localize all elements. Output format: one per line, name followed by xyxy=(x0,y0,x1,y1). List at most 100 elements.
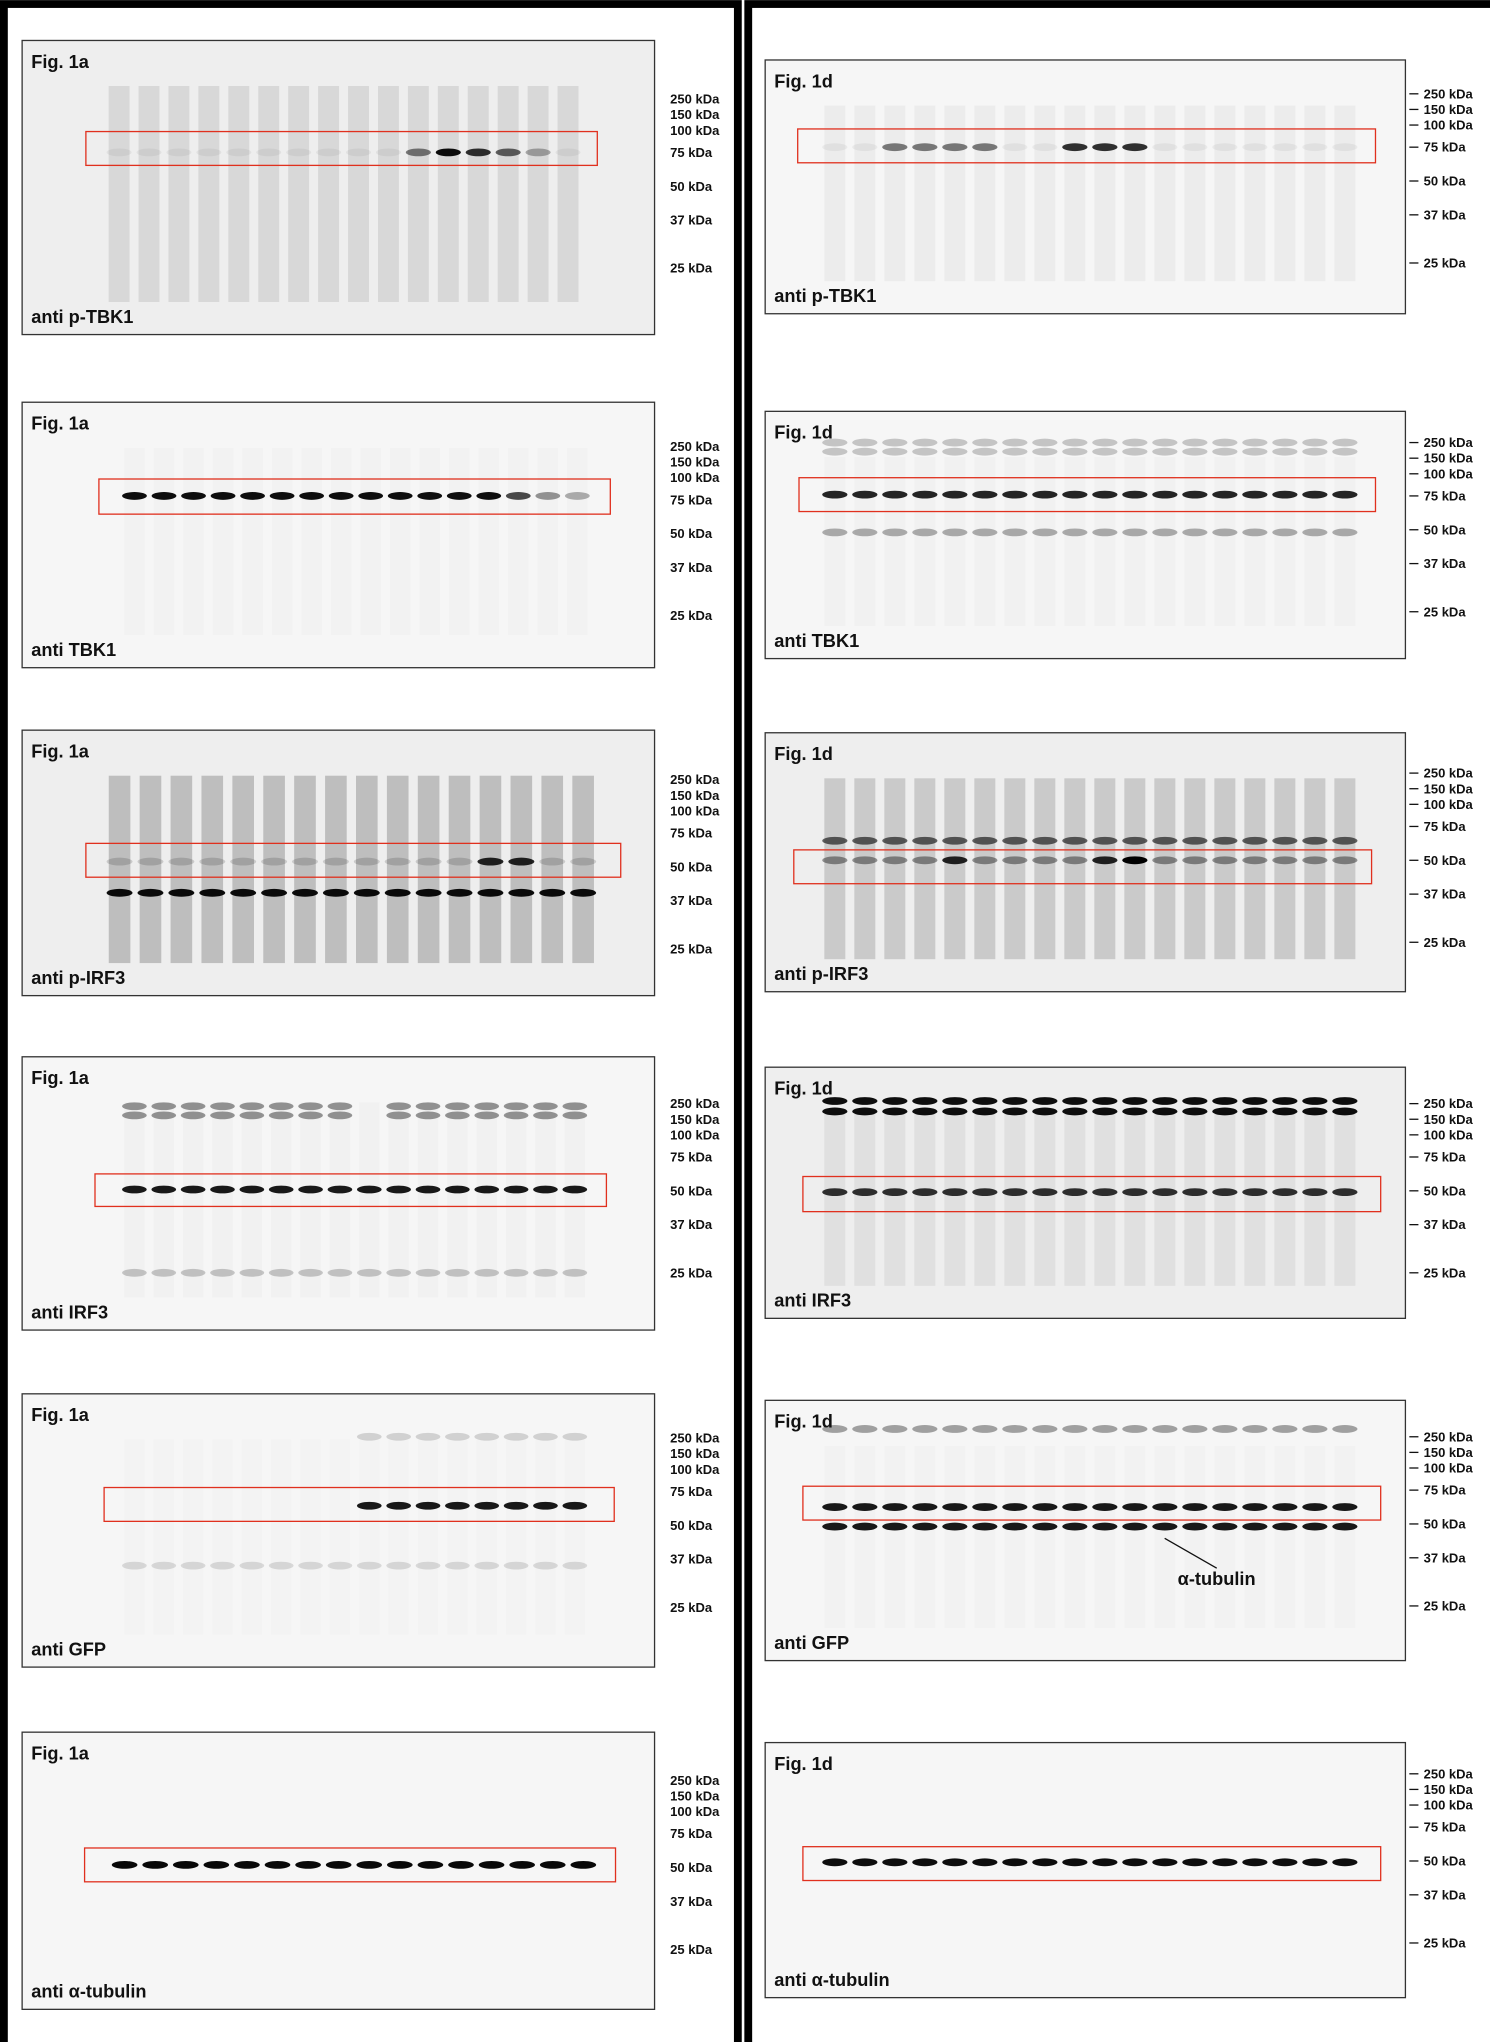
band xyxy=(1152,448,1177,456)
band xyxy=(416,1111,441,1119)
band xyxy=(562,1186,587,1194)
band xyxy=(416,858,442,866)
band xyxy=(1152,856,1177,864)
marker-label: 150 kDa xyxy=(670,1788,720,1803)
band xyxy=(226,148,251,156)
band xyxy=(181,1562,206,1570)
band xyxy=(1242,1188,1267,1196)
band xyxy=(882,1503,907,1511)
band xyxy=(1212,528,1237,536)
lane-smear xyxy=(1094,1113,1115,1286)
band xyxy=(416,1562,441,1570)
band xyxy=(972,439,997,447)
lane-smear xyxy=(1334,106,1355,282)
band xyxy=(882,439,907,447)
lane-smear xyxy=(1034,1446,1055,1628)
lane-smear xyxy=(318,86,339,302)
band xyxy=(1182,1108,1207,1116)
band xyxy=(942,448,967,456)
lane-smear xyxy=(183,1439,204,1634)
lane-smear xyxy=(228,86,249,302)
marker-label: 250 kDa xyxy=(1424,1096,1474,1111)
lane-smear xyxy=(944,1446,965,1628)
band xyxy=(261,889,287,897)
band xyxy=(256,148,281,156)
band xyxy=(1092,1503,1117,1511)
antibody-label: anti p-IRF3 xyxy=(31,968,125,988)
band xyxy=(822,528,847,536)
band xyxy=(447,492,472,500)
band xyxy=(386,1433,411,1441)
lane-smear xyxy=(1334,1113,1355,1286)
band xyxy=(1182,491,1207,499)
band xyxy=(1002,1097,1027,1105)
lane-smear xyxy=(506,1102,527,1297)
band xyxy=(1182,1503,1207,1511)
band xyxy=(1272,1858,1297,1866)
marker-label: 25 kDa xyxy=(1424,1265,1467,1280)
band xyxy=(942,528,967,536)
band xyxy=(1032,143,1057,151)
lane-smear xyxy=(1034,457,1055,626)
band xyxy=(151,1186,176,1194)
band xyxy=(298,1269,323,1277)
band xyxy=(504,1111,529,1119)
band xyxy=(1032,856,1057,864)
band xyxy=(1302,491,1327,499)
lane-smear xyxy=(1064,778,1085,959)
marker-label: 250 kDa xyxy=(1424,1766,1474,1781)
band xyxy=(1242,856,1267,864)
band xyxy=(1182,1523,1207,1531)
band xyxy=(1002,1108,1027,1116)
lane-smear xyxy=(944,1113,965,1286)
marker-label: 150 kDa xyxy=(1424,1112,1474,1127)
figure-label: Fig. 1d xyxy=(774,744,833,764)
band xyxy=(1332,448,1357,456)
lane-smear xyxy=(153,1439,174,1634)
band xyxy=(1152,1108,1177,1116)
lane-smear xyxy=(109,86,130,302)
lane-smear xyxy=(528,86,549,302)
band xyxy=(137,858,163,866)
band xyxy=(474,1186,499,1194)
band xyxy=(1122,143,1147,151)
lane-smear xyxy=(1094,457,1115,626)
band xyxy=(912,1097,937,1105)
band xyxy=(1062,1503,1087,1511)
lane-smear xyxy=(242,1439,263,1634)
band xyxy=(265,1861,291,1869)
band xyxy=(1332,491,1357,499)
band xyxy=(972,491,997,499)
lane-smear xyxy=(1124,778,1145,959)
band xyxy=(1182,1188,1207,1196)
band xyxy=(912,1858,937,1866)
band xyxy=(210,1186,235,1194)
band xyxy=(533,1102,558,1110)
band xyxy=(1002,528,1027,536)
figure-label: Fig. 1d xyxy=(774,1754,833,1774)
antibody-label: anti p-TBK1 xyxy=(774,286,876,306)
band xyxy=(1332,1503,1357,1511)
band xyxy=(1302,1503,1327,1511)
band xyxy=(1302,1523,1327,1531)
band xyxy=(942,837,967,845)
band xyxy=(168,889,194,897)
band xyxy=(912,837,937,845)
lane-smear xyxy=(418,1102,439,1297)
lane-smear xyxy=(824,1113,845,1286)
marker-label: 100 kDa xyxy=(670,1127,720,1142)
band xyxy=(136,148,161,156)
marker-label: 50 kDa xyxy=(670,1518,713,1533)
band xyxy=(504,1269,529,1277)
lane-smear xyxy=(124,1102,145,1297)
lane-smear xyxy=(944,106,965,282)
band xyxy=(972,143,997,151)
lane-smear xyxy=(854,778,875,959)
band xyxy=(1032,528,1057,536)
band xyxy=(328,1186,353,1194)
band xyxy=(882,856,907,864)
band xyxy=(852,491,877,499)
band xyxy=(1332,837,1357,845)
band xyxy=(533,1269,558,1277)
figure-label: Fig. 1d xyxy=(774,1412,833,1432)
